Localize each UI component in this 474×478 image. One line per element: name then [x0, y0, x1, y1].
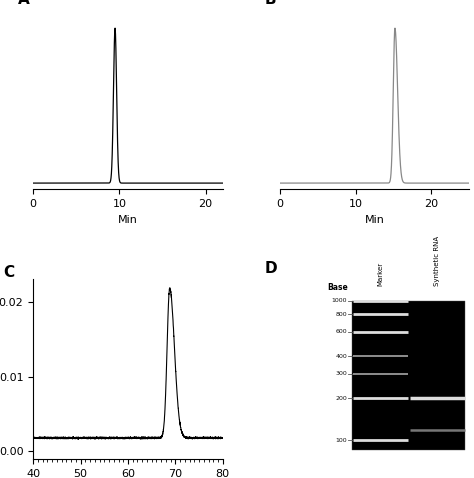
Text: 1000: 1000 — [331, 298, 347, 303]
Text: 600: 600 — [335, 329, 347, 334]
Text: B: B — [264, 0, 276, 7]
Bar — [352, 301, 465, 450]
Text: C: C — [3, 265, 14, 280]
Text: A: A — [18, 0, 30, 7]
X-axis label: Min: Min — [118, 215, 138, 225]
Text: Base: Base — [327, 282, 348, 292]
Text: Synthetic RNA: Synthetic RNA — [434, 236, 440, 286]
Text: 400: 400 — [335, 354, 347, 358]
Text: 200: 200 — [335, 396, 347, 401]
Text: Marker: Marker — [377, 262, 383, 286]
Text: 800: 800 — [335, 312, 347, 317]
Text: D: D — [264, 261, 277, 276]
Text: 300: 300 — [335, 371, 347, 376]
Text: 100: 100 — [335, 437, 347, 443]
X-axis label: Min: Min — [365, 215, 384, 225]
